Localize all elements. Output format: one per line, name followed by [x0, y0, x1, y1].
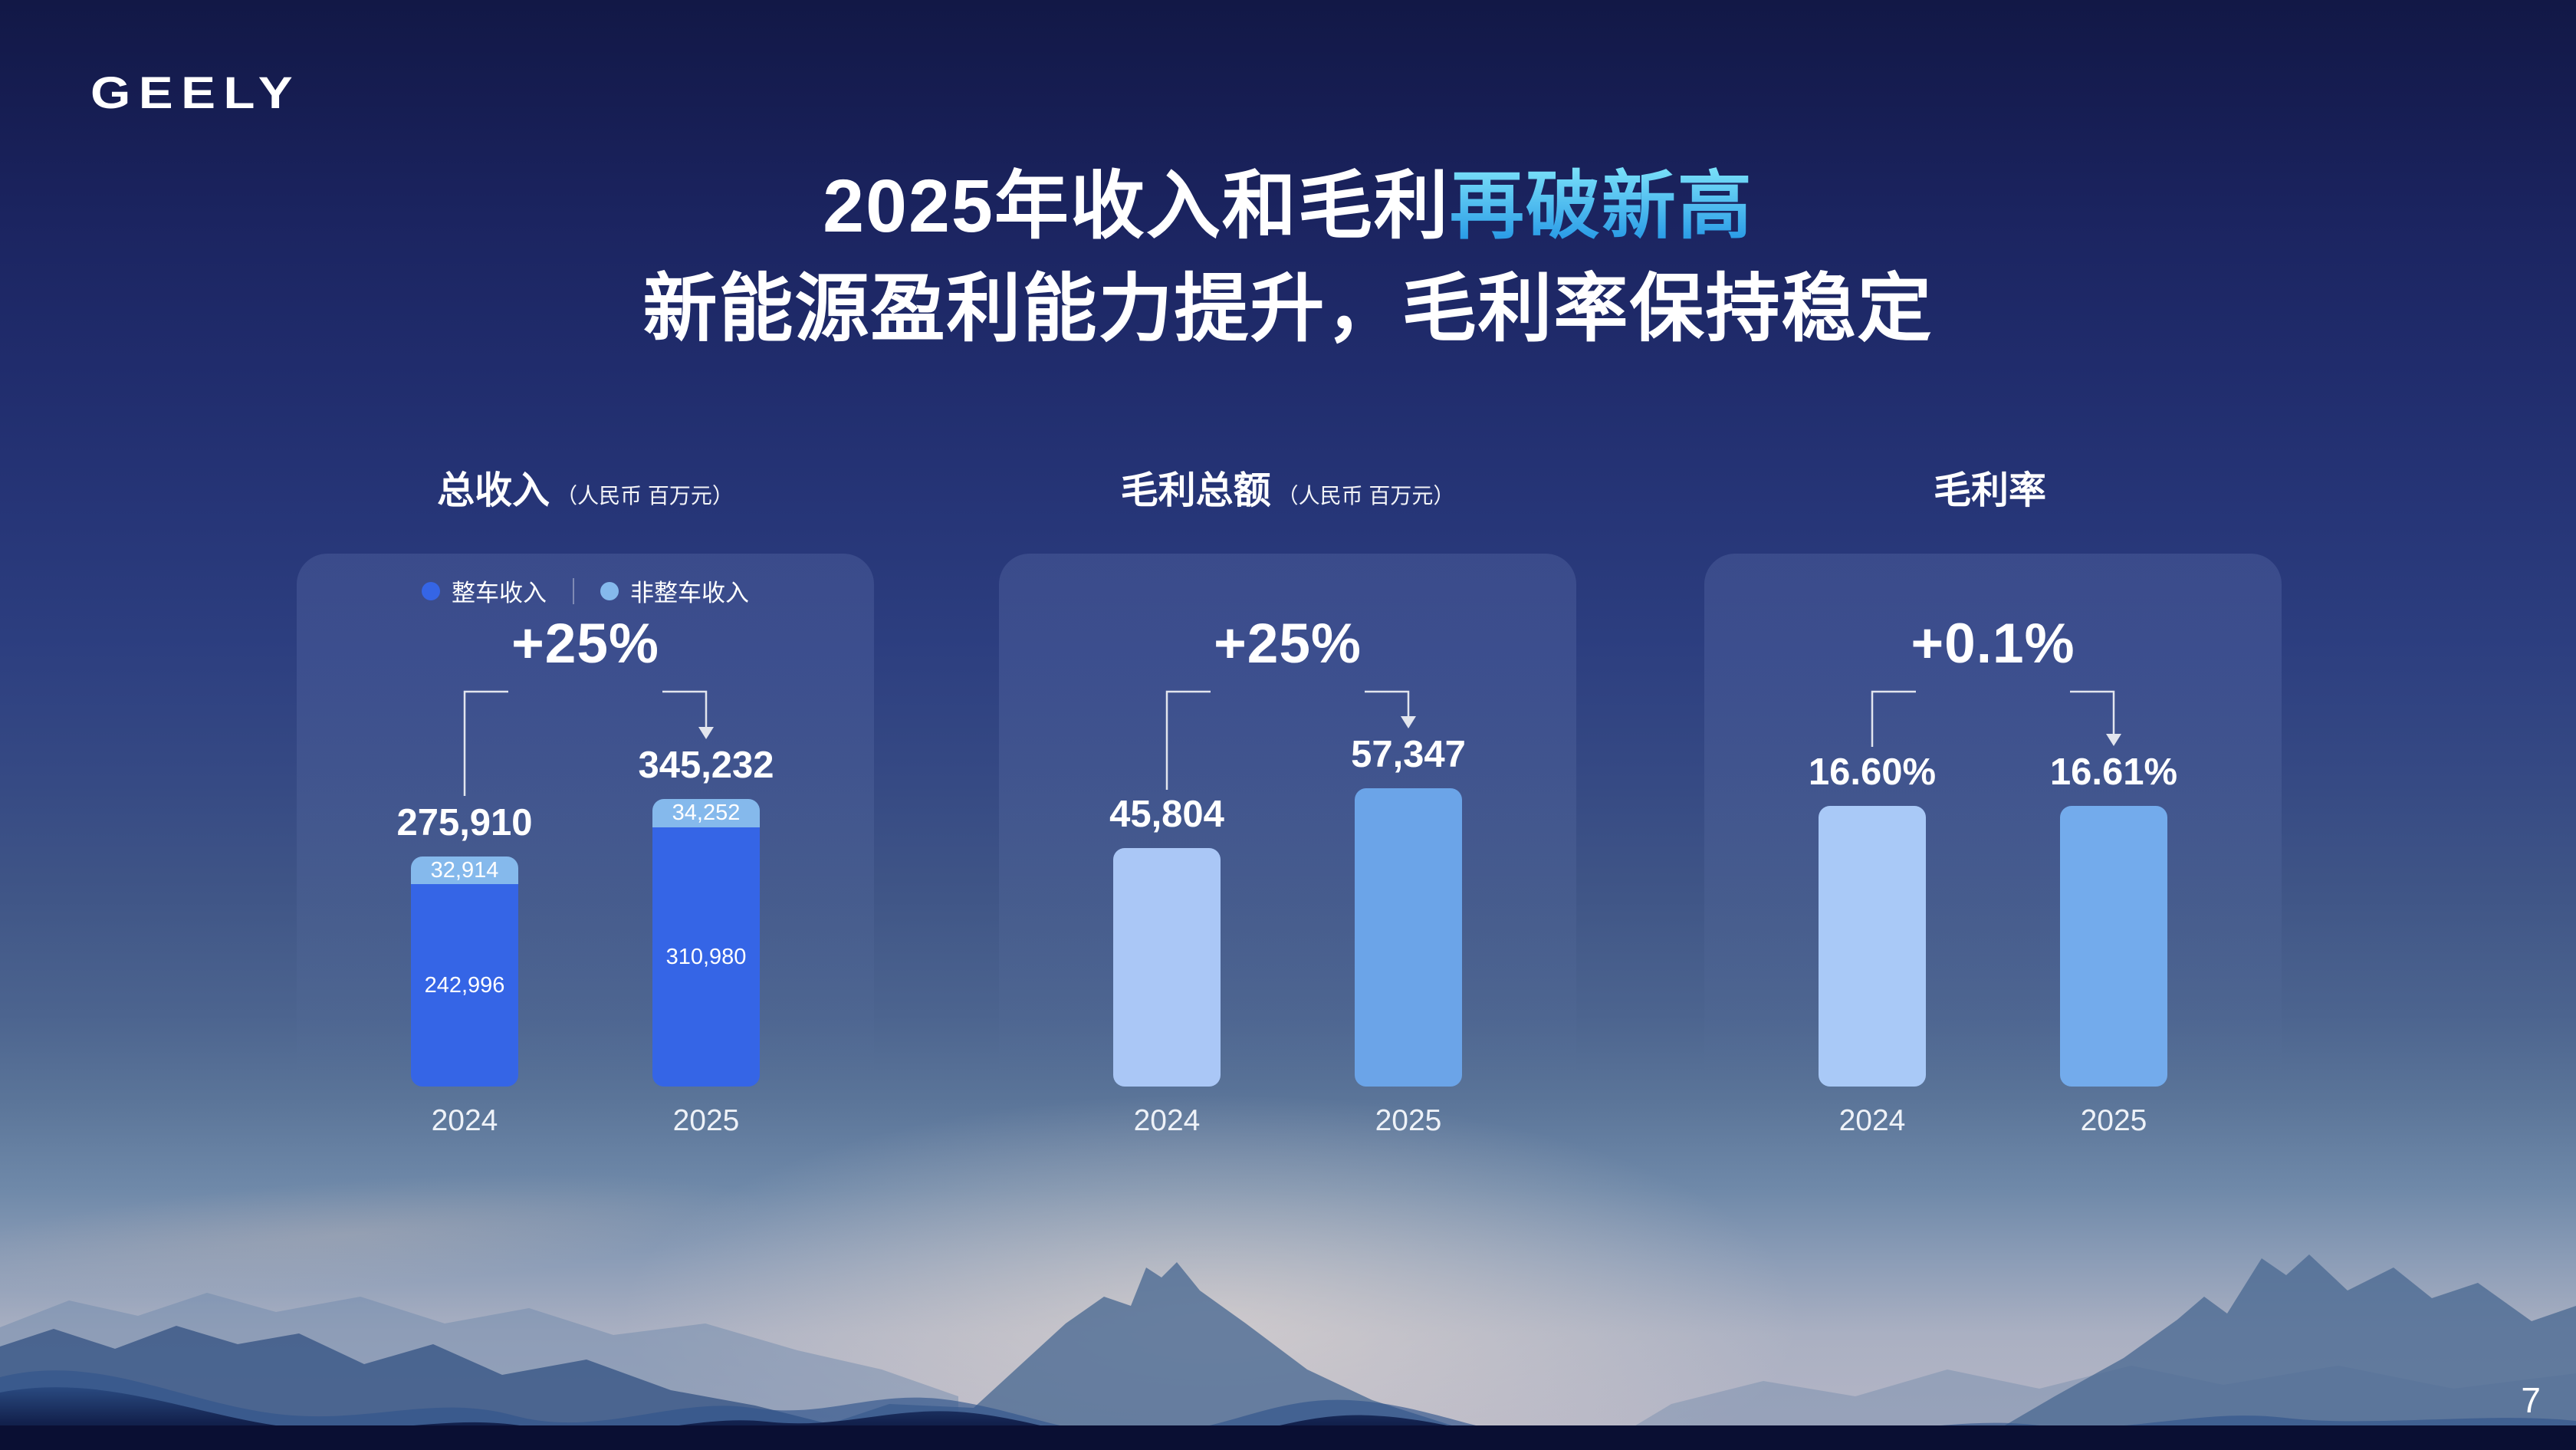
bar-2025 [1355, 788, 1462, 1087]
panel-title-text: 毛利总额 [1120, 470, 1271, 511]
stacked-bar-2024: 32,914 242,996 [411, 857, 518, 1087]
title-line-2: 新能源盈利能力提升，毛利率保持稳定 [642, 267, 1934, 350]
bar-segment-vehicle: 242,996 [411, 884, 518, 1087]
arrow-down-icon [698, 727, 714, 739]
mountain-landscape [0, 1254, 2576, 1450]
year-label-2024: 2024 [1133, 1104, 1201, 1137]
revenue-panel: 总收入 （人民币 百万元） 整车收入 非整车收入 +25% 275,910 345… [297, 0, 874, 1450]
panel-title-text: 毛利率 [1933, 470, 2046, 511]
segment-value: 34,252 [672, 801, 741, 826]
panel-card [297, 554, 874, 1123]
bar-2025 [2060, 806, 2167, 1087]
year-label-2025: 2025 [2080, 1104, 2147, 1137]
bar-segment-non-vehicle: 34,252 [652, 799, 760, 828]
arrow-down-icon [2106, 734, 2121, 746]
right-peaks [1963, 1254, 2576, 1450]
growth-label: +25% [511, 613, 659, 675]
geely-logo: GEELY [90, 68, 301, 118]
panel-title-text: 总收入 [437, 470, 550, 511]
panel-title-unit: （人民币 百万元） [1276, 484, 1455, 508]
legend-label-non-vehicle: 非整车收入 [630, 580, 749, 607]
revenue-legend: 整车收入 非整车收入 [297, 574, 874, 608]
bar-2024 [1113, 848, 1221, 1087]
legend-item-non-vehicle: 非整车收入 [600, 574, 749, 608]
gross-profit-panel-title: 毛利总额 （人民币 百万元） [999, 460, 1576, 515]
legend-dot-vehicle-icon [422, 581, 440, 600]
arrow-down-icon [1401, 716, 1416, 728]
total-value-2024: 16.60% [1808, 751, 1937, 794]
title-line1-plain: 2025年收入和毛利 [823, 164, 1450, 248]
total-value-2024: 275,910 [396, 802, 533, 844]
gross-margin-panel: 毛利率 +0.1% 16.60% 16.61% 2024 2025 [1704, 0, 2282, 1450]
segment-value: 32,914 [430, 857, 499, 883]
slide-title: 2025年收入和毛利再破新高 新能源盈利能力提升，毛利率保持稳定 [0, 164, 2576, 351]
bar-segment-non-vehicle: 32,914 [411, 857, 518, 885]
year-label-2025: 2025 [1375, 1104, 1442, 1137]
total-value-2024: 45,804 [1109, 794, 1224, 836]
legend-dot-non-vehicle-icon [600, 581, 619, 600]
growth-bracket [1871, 690, 2121, 747]
gross-profit-panel: 毛利总额 （人民币 百万元） +25% 45,804 57,347 2024 20… [999, 0, 1576, 1450]
segment-value: 242,996 [424, 972, 505, 998]
total-value-2025: 57,347 [1351, 734, 1466, 775]
bar-segment-vehicle: 310,980 [652, 827, 760, 1087]
growth-label: +25% [1214, 613, 1362, 675]
total-value-2025: 345,232 [638, 745, 774, 786]
bar-2024 [1819, 806, 1926, 1087]
legend-label-vehicle: 整车收入 [452, 580, 547, 607]
page-number: 7 [2521, 1380, 2541, 1420]
bottom-strip [0, 1425, 2576, 1450]
growth-bracket [463, 690, 714, 796]
title-line1-highlight: 再破新高 [1449, 164, 1753, 248]
growth-bracket [1165, 690, 1416, 790]
year-label-2024: 2024 [431, 1104, 498, 1137]
panel-card [1704, 554, 2282, 1123]
segment-value: 310,980 [665, 944, 747, 969]
panel-title-unit: （人民币 百万元） [556, 484, 734, 508]
growth-label: +0.1% [1911, 613, 2075, 675]
legend-item-vehicle: 整车收入 [422, 574, 547, 608]
stacked-bar-2025: 34,252 310,980 [652, 799, 760, 1087]
panel-card [999, 554, 1576, 1123]
revenue-panel-title: 总收入 （人民币 百万元） [297, 460, 874, 515]
total-value-2025: 16.61% [2049, 751, 2178, 793]
gross-margin-panel-title: 毛利率 [1704, 460, 2282, 515]
legend-divider [573, 577, 574, 604]
year-label-2025: 2025 [672, 1104, 740, 1137]
year-label-2024: 2024 [1838, 1104, 1906, 1137]
title-line-1: 2025年收入和毛利再破新高 [0, 164, 2576, 248]
